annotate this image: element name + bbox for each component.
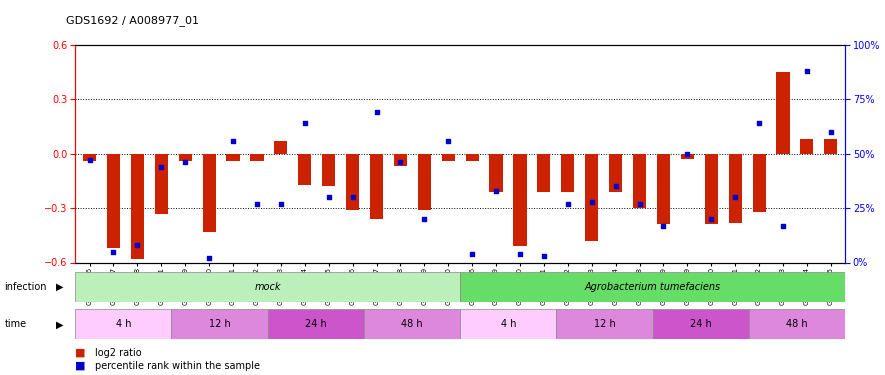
Point — [130, 242, 144, 248]
Text: ▶: ▶ — [57, 282, 64, 292]
Bar — [561, 154, 574, 192]
Bar — [460, 272, 845, 302]
Bar — [267, 309, 364, 339]
Point — [609, 183, 623, 189]
Point — [154, 164, 168, 170]
Bar — [364, 309, 460, 339]
Bar — [824, 139, 837, 154]
Point — [202, 255, 216, 261]
Bar — [227, 154, 240, 161]
Point — [393, 159, 407, 165]
Point — [345, 194, 359, 200]
Point — [417, 216, 431, 222]
Point — [704, 216, 719, 222]
Point — [681, 151, 695, 157]
Bar — [749, 309, 845, 339]
Point — [466, 251, 480, 257]
Point — [82, 157, 96, 163]
Bar — [537, 154, 550, 192]
Bar — [203, 154, 216, 232]
Bar — [460, 309, 557, 339]
Bar — [557, 309, 652, 339]
Bar — [704, 154, 718, 224]
Point — [369, 110, 383, 116]
Text: 48 h: 48 h — [401, 320, 423, 329]
Point — [441, 138, 455, 144]
Bar — [107, 154, 120, 248]
Bar — [370, 154, 383, 219]
Text: GDS1692 / A008977_01: GDS1692 / A008977_01 — [66, 15, 199, 26]
Bar — [274, 141, 288, 154]
Point — [657, 222, 671, 228]
Bar — [83, 154, 96, 161]
Text: infection: infection — [4, 282, 47, 292]
Bar — [657, 154, 670, 224]
Bar — [322, 154, 335, 186]
Point — [513, 251, 527, 257]
Bar — [172, 309, 267, 339]
Point — [633, 201, 647, 207]
Point — [728, 194, 743, 200]
Bar — [776, 72, 789, 154]
Point — [489, 188, 504, 194]
Text: percentile rank within the sample: percentile rank within the sample — [95, 361, 259, 370]
Text: time: time — [4, 320, 27, 329]
Bar — [609, 154, 622, 192]
Point — [273, 201, 288, 207]
Text: mock: mock — [255, 282, 281, 292]
Bar — [728, 154, 742, 223]
Bar — [75, 309, 172, 339]
Point — [561, 201, 575, 207]
Point — [226, 138, 240, 144]
Point — [776, 222, 790, 228]
Point — [800, 68, 814, 74]
Bar — [298, 154, 312, 184]
Text: ■: ■ — [75, 348, 86, 357]
Text: ▶: ▶ — [57, 320, 64, 329]
Text: 4 h: 4 h — [116, 320, 131, 329]
Bar — [513, 154, 527, 246]
Point — [106, 249, 120, 255]
Point — [250, 201, 264, 207]
Bar — [653, 309, 749, 339]
Bar — [131, 154, 144, 259]
Text: ■: ■ — [75, 361, 86, 370]
Text: log2 ratio: log2 ratio — [95, 348, 142, 357]
Point — [178, 159, 192, 165]
Bar — [681, 154, 694, 159]
Bar — [466, 154, 479, 161]
Text: 12 h: 12 h — [594, 320, 615, 329]
Text: Agrobacterium tumefaciens: Agrobacterium tumefaciens — [585, 282, 720, 292]
Point — [537, 253, 551, 259]
Bar — [346, 154, 359, 210]
Text: 4 h: 4 h — [501, 320, 516, 329]
Bar — [250, 154, 264, 161]
Point — [752, 120, 766, 126]
Bar — [418, 154, 431, 210]
Bar — [394, 154, 407, 166]
Bar — [489, 154, 503, 192]
Bar — [800, 139, 813, 154]
Bar — [633, 154, 646, 208]
Bar — [179, 154, 192, 161]
Bar — [442, 154, 455, 161]
Point — [585, 199, 599, 205]
Point — [824, 129, 838, 135]
Bar — [585, 154, 598, 241]
Text: 24 h: 24 h — [305, 320, 327, 329]
Text: 12 h: 12 h — [209, 320, 230, 329]
Point — [321, 194, 335, 200]
Bar — [75, 272, 460, 302]
Text: 24 h: 24 h — [690, 320, 712, 329]
Point — [297, 120, 312, 126]
Text: 48 h: 48 h — [786, 320, 808, 329]
Bar — [155, 154, 168, 214]
Bar — [752, 154, 766, 212]
